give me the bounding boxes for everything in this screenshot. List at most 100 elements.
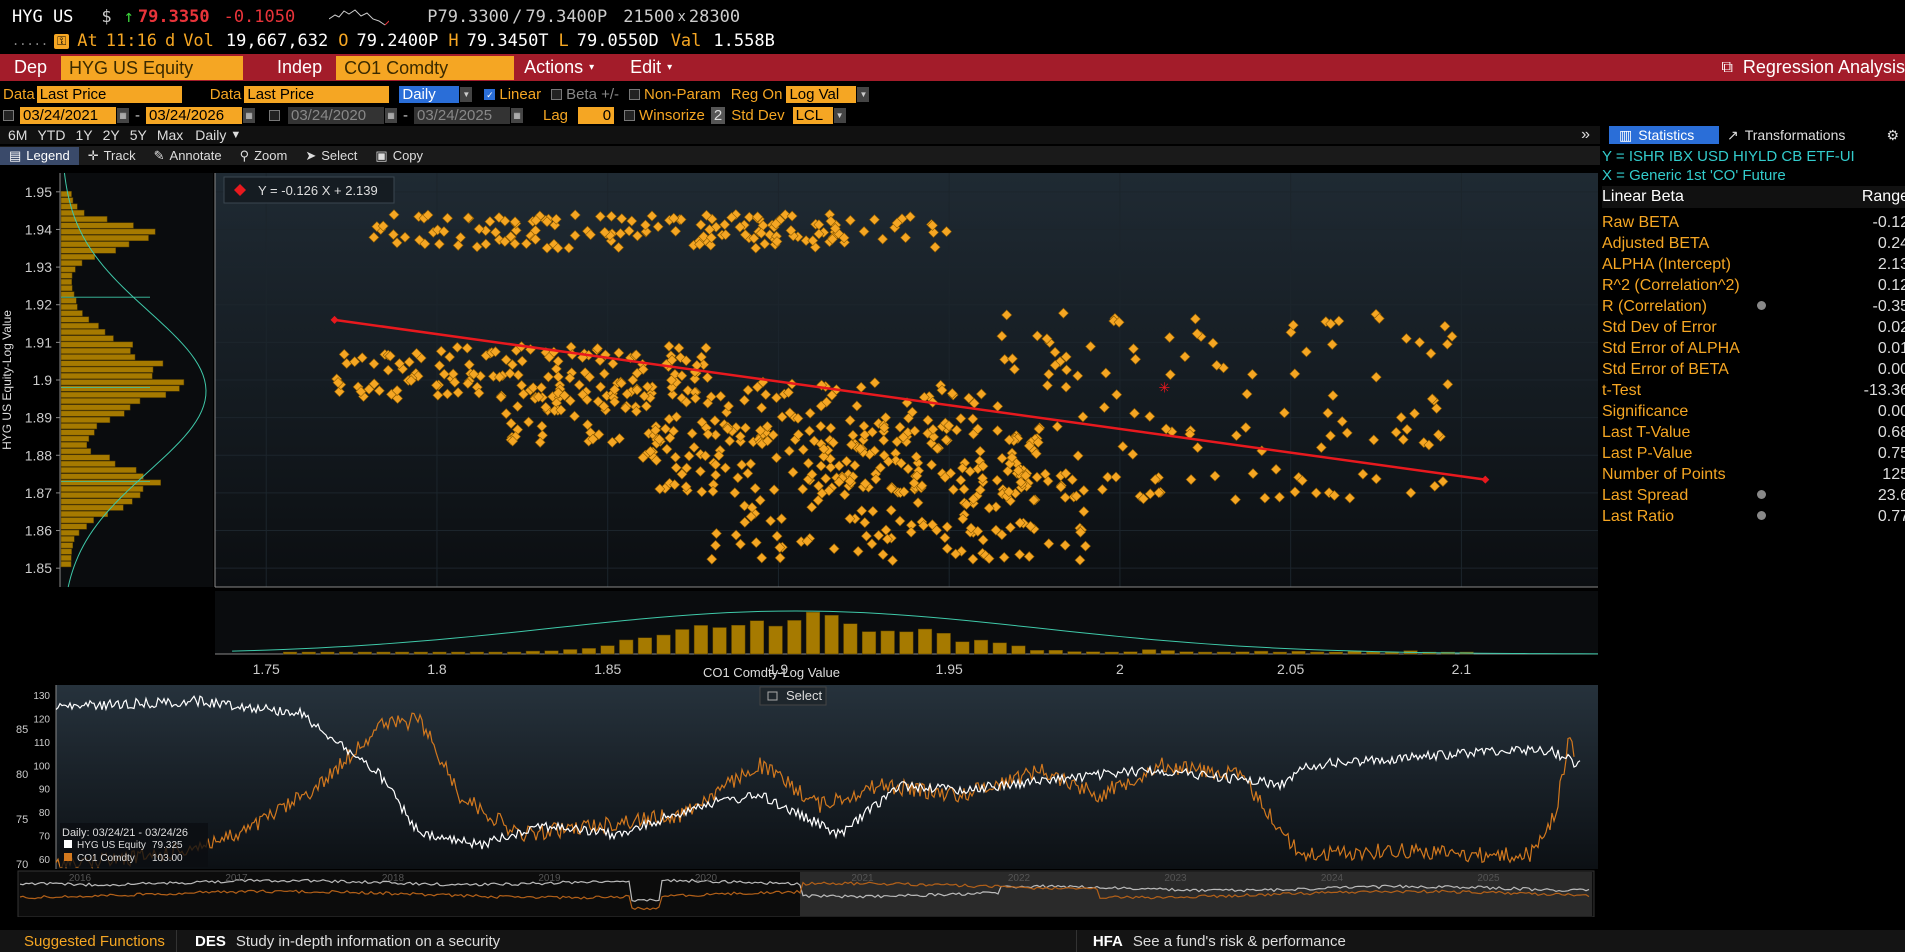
stats-row[interactable]: Last Ratio 0.77 bbox=[1602, 506, 1905, 527]
data-point bbox=[891, 217, 903, 229]
stats-row[interactable]: Number of Points 125 bbox=[1602, 464, 1905, 485]
legend-button[interactable]: ▤ Legend bbox=[0, 146, 79, 165]
actions-menu[interactable]: Actions ▾ bbox=[524, 57, 594, 78]
data-point bbox=[826, 233, 838, 245]
period-ytd[interactable]: YTD bbox=[37, 127, 66, 143]
winsorize-checkbox[interactable] bbox=[624, 109, 636, 121]
freq-select[interactable]: Daily bbox=[399, 85, 460, 103]
hyg-series-line bbox=[55, 695, 1581, 850]
data-point bbox=[1049, 359, 1061, 371]
tab-transformations[interactable]: ↗ Transformations bbox=[1727, 126, 1846, 144]
linear-checkbox[interactable]: ✓ bbox=[484, 88, 496, 100]
edit-menu[interactable]: Edit ▾ bbox=[630, 57, 672, 78]
annotate-button[interactable]: ✎ Annotate bbox=[153, 147, 222, 164]
stats-row[interactable]: Raw BETA -0.12 bbox=[1602, 212, 1905, 233]
actions-label: Actions bbox=[524, 57, 584, 77]
stats-row[interactable]: t-Test -13.36 bbox=[1602, 380, 1905, 401]
calendar-icon[interactable]: ▦ bbox=[243, 107, 255, 123]
calendar-icon[interactable]: ▦ bbox=[385, 107, 397, 123]
stats-row[interactable]: ALPHA (Intercept) 2.13 bbox=[1602, 254, 1905, 275]
lag-input[interactable]: 0 bbox=[578, 106, 615, 124]
y-histogram-bar bbox=[60, 360, 164, 367]
collapse-panel-icon[interactable]: » bbox=[1581, 126, 1590, 143]
stats-row[interactable]: R (Correlation) -0.35 bbox=[1602, 296, 1905, 317]
stats-row[interactable]: Std Error of ALPHA 0.01 bbox=[1602, 338, 1905, 359]
regon-select[interactable]: Log Val bbox=[786, 85, 857, 103]
info-icon[interactable] bbox=[1757, 490, 1766, 499]
data-point bbox=[898, 486, 910, 498]
range2-checkbox[interactable] bbox=[269, 109, 280, 121]
data-point bbox=[594, 355, 606, 367]
range1-checkbox[interactable] bbox=[3, 109, 14, 121]
y-histogram-bar bbox=[60, 441, 88, 448]
equation-legend[interactable] bbox=[223, 176, 395, 204]
data-point bbox=[1285, 326, 1297, 338]
period-2y[interactable]: 2Y bbox=[102, 127, 120, 143]
navigator-selection[interactable] bbox=[800, 872, 1592, 916]
y-histogram-bar bbox=[60, 391, 167, 398]
data-point bbox=[941, 521, 953, 533]
start2-input[interactable]: 03/24/2020 bbox=[288, 106, 384, 124]
copy-button[interactable]: ▣ Copy bbox=[375, 147, 424, 164]
data2-input[interactable]: Last Price bbox=[244, 85, 390, 103]
start1-input[interactable]: 03/24/2021 bbox=[20, 106, 116, 124]
y-normal-curve bbox=[63, 172, 207, 588]
des-code[interactable]: DES bbox=[195, 932, 226, 950]
stats-row[interactable]: R^2 (Correlation^2) 0.12 bbox=[1602, 275, 1905, 296]
track-button[interactable]: ✛ Track bbox=[87, 147, 136, 164]
end2-input[interactable]: 03/24/2025 bbox=[414, 106, 510, 124]
stats-row[interactable]: Last Spread 23.6 bbox=[1602, 485, 1905, 506]
chevron-down-icon[interactable]: ▼ bbox=[460, 86, 473, 102]
dep-input[interactable]: HYG US Equity bbox=[61, 55, 244, 80]
data1-input[interactable]: Last Price bbox=[36, 85, 182, 103]
calendar-icon[interactable]: ▦ bbox=[117, 107, 129, 123]
y-histogram-bar bbox=[60, 454, 110, 461]
timeseries-chart[interactable]: 130 120 110 100 90 80 70 60 85 80 75 70 Select Daily:… bbox=[0, 685, 1600, 917]
chevron-down-icon[interactable]: ▼ bbox=[230, 129, 242, 141]
indep-input[interactable]: CO1 Comdty bbox=[336, 55, 515, 80]
des-text[interactable]: Study in-depth information on a security bbox=[235, 932, 501, 950]
stats-row[interactable]: Std Dev of Error 0.02 bbox=[1602, 317, 1905, 338]
winsorize-input[interactable]: 2 bbox=[710, 106, 726, 124]
stats-row[interactable]: Std Error of BETA 0.00 bbox=[1602, 359, 1905, 380]
beta-checkbox[interactable] bbox=[551, 88, 563, 100]
volume-bar: ..... ⚿ At 11:16 d Vol 19,667,632 O 79.2… bbox=[0, 30, 775, 52]
hfa-code[interactable]: HFA bbox=[1092, 932, 1123, 950]
stats-row[interactable]: Last P-Value 0.75 bbox=[1602, 443, 1905, 464]
traded-value: 1.558B bbox=[713, 31, 775, 51]
tab-statistics[interactable]: ▥ Statistics bbox=[1609, 126, 1719, 144]
stats-row[interactable]: Significance 0.00 bbox=[1602, 401, 1905, 422]
period-1y[interactable]: 1Y bbox=[75, 127, 93, 143]
info-icon[interactable] bbox=[1757, 301, 1766, 310]
ticker-symbol[interactable]: HYG US bbox=[12, 7, 74, 27]
data-point bbox=[1078, 485, 1090, 496]
external-link-icon[interactable]: ⧉ bbox=[1721, 58, 1733, 76]
end1-input[interactable]: 03/24/2026 bbox=[146, 106, 242, 124]
period-freq-select[interactable]: Daily bbox=[195, 127, 227, 143]
period-5y[interactable]: 5Y bbox=[129, 127, 147, 143]
data-point bbox=[1274, 491, 1285, 503]
data-point bbox=[941, 543, 953, 555]
stddev-select[interactable]: LCL bbox=[792, 106, 833, 124]
data-point bbox=[644, 445, 656, 457]
alert-icon[interactable]: ⚿ bbox=[54, 33, 70, 49]
calendar-icon[interactable]: ▦ bbox=[511, 107, 523, 123]
select-button[interactable]: ➤ Select bbox=[305, 147, 358, 164]
chevron-down-icon[interactable]: ▼ bbox=[833, 107, 846, 123]
stats-row[interactable]: Adjusted BETA 0.24 bbox=[1602, 233, 1905, 254]
data-point bbox=[732, 472, 744, 484]
scatter-chart[interactable]: 1.951.941.931.921.911.91.891.881.871.861… bbox=[0, 167, 1600, 680]
zoom-button[interactable]: ⚲ Zoom bbox=[239, 147, 288, 164]
gear-icon[interactable]: ⚙ bbox=[1886, 126, 1899, 143]
chevron-down-icon[interactable]: ▼ bbox=[857, 86, 870, 102]
hfa-text[interactable]: See a fund's risk & performance bbox=[1132, 932, 1346, 950]
data-point bbox=[977, 472, 988, 484]
period-6m[interactable]: 6M bbox=[8, 127, 28, 143]
nonparam-checkbox[interactable] bbox=[629, 88, 641, 100]
stats-row[interactable]: Last T-Value 0.68 bbox=[1602, 422, 1905, 443]
period-max[interactable]: Max bbox=[156, 127, 184, 143]
y-histogram-bar bbox=[60, 416, 111, 423]
params-row-1: Data Last Price Data Last Price Daily ▼ ✓… bbox=[0, 85, 870, 103]
data-point bbox=[844, 214, 856, 226]
info-icon[interactable] bbox=[1757, 511, 1766, 520]
